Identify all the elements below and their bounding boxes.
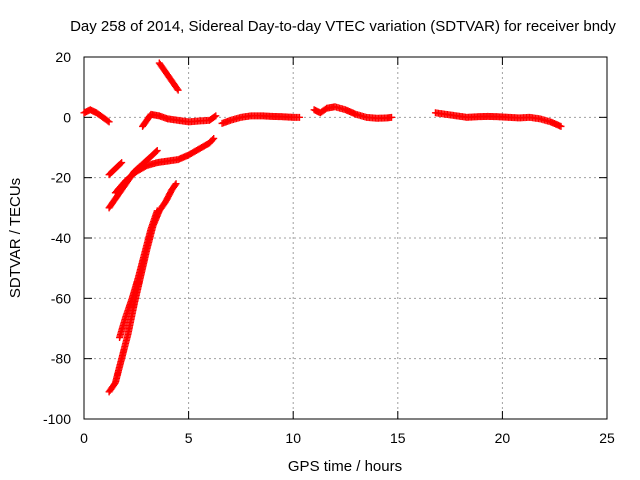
series-arc-7: [155, 59, 182, 94]
data-point: [210, 134, 218, 142]
data-point: [105, 118, 113, 126]
data-point: [557, 122, 565, 130]
series-arc-8: [139, 110, 220, 130]
x-tick-label: 25: [599, 430, 615, 446]
y-tick-label: 0: [63, 109, 71, 125]
data-point: [295, 113, 303, 121]
data-point: [117, 160, 125, 168]
x-tick-label: 5: [185, 430, 193, 446]
x-tick-label: 0: [80, 430, 88, 446]
chart-title: Day 258 of 2014, Sidereal Day-to-day VTE…: [70, 18, 616, 35]
y-tick-label: -20: [51, 170, 71, 186]
series-arc-6: [116, 207, 161, 342]
x-tick-label: 20: [495, 430, 511, 446]
data-point: [212, 112, 220, 120]
series-arc-1: [80, 106, 113, 126]
y-axis-label: SDTVAR / TECUs: [7, 178, 24, 298]
data-point: [171, 181, 179, 189]
data-point: [173, 85, 181, 93]
data-point: [118, 159, 126, 167]
series-arc-11: [431, 109, 565, 130]
axis-ticks: 0 5 10 15 20 25 -100 -80 -60 -40 -20 0 20: [43, 49, 615, 446]
y-tick-label: -100: [43, 411, 71, 427]
x-tick-label: 15: [390, 430, 406, 446]
data-point: [211, 113, 219, 121]
x-tick-label: 10: [285, 430, 301, 446]
data-point: [104, 117, 112, 125]
series-arc-4: [111, 134, 218, 197]
series-arc-2: [105, 159, 126, 179]
data-point: [209, 136, 217, 144]
data-point: [174, 86, 182, 94]
y-tick-label: 20: [55, 49, 71, 65]
y-tick-label: -60: [51, 290, 71, 306]
data-marks: [80, 59, 565, 396]
series-arc-5: [105, 180, 180, 396]
data-point: [172, 180, 180, 188]
y-tick-label: -40: [51, 230, 71, 246]
series-arc-3: [105, 147, 161, 212]
series-arc-9: [218, 112, 303, 127]
data-point: [152, 148, 160, 156]
series-arc-10: [310, 103, 396, 122]
data-point: [388, 113, 396, 121]
x-axis-label: GPS time / hours: [288, 458, 402, 475]
data-point: [153, 147, 161, 155]
data-point: [153, 207, 161, 215]
y-tick-label: -80: [51, 351, 71, 367]
